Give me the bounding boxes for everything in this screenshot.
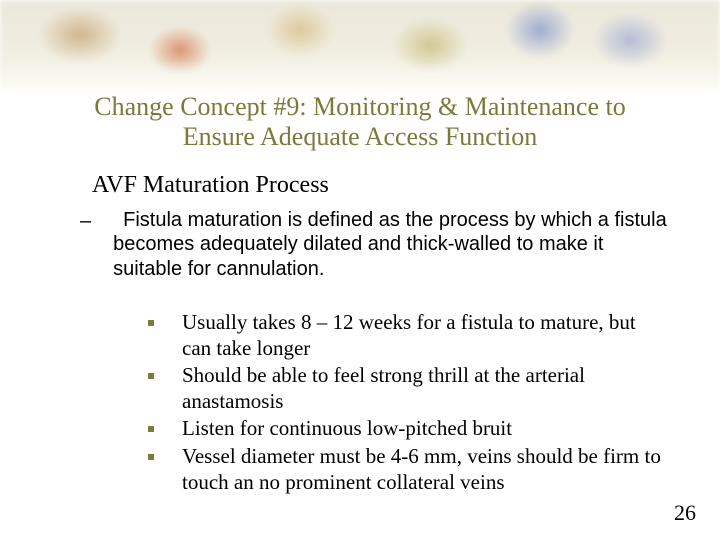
list-item: Listen for continuous low-pitched bruit — [148, 416, 670, 442]
list-item: Vessel diameter must be 4-6 mm, veins sh… — [148, 444, 670, 495]
square-bullet-icon — [148, 454, 154, 460]
list-item-text: Usually takes 8 – 12 weeks for a fistula… — [182, 310, 670, 361]
square-bullet-icon — [148, 426, 154, 432]
list-item: Should be able to feel strong thrill at … — [148, 363, 670, 414]
list-item-text: Should be able to feel strong thrill at … — [182, 363, 670, 414]
square-bullet-icon — [148, 320, 154, 326]
list-item: Usually takes 8 – 12 weeks for a fistula… — [148, 310, 670, 361]
level1-text: Fistula maturation is defined as the pro… — [113, 208, 670, 281]
slide-subheading: AVF Maturation Process — [92, 172, 329, 199]
dash-marker: – — [80, 210, 91, 233]
slide-content: Change Concept #9: Monitoring & Maintena… — [0, 0, 720, 540]
level1-bullet: – Fistula maturation is defined as the p… — [80, 208, 670, 281]
slide-title: Change Concept #9: Monitoring & Maintena… — [0, 92, 720, 152]
list-item-text: Vessel diameter must be 4-6 mm, veins sh… — [182, 444, 670, 495]
level2-list: Usually takes 8 – 12 weeks for a fistula… — [148, 310, 670, 497]
square-bullet-icon — [148, 373, 154, 379]
list-item-text: Listen for continuous low-pitched bruit — [182, 416, 512, 442]
page-number: 26 — [674, 500, 696, 526]
